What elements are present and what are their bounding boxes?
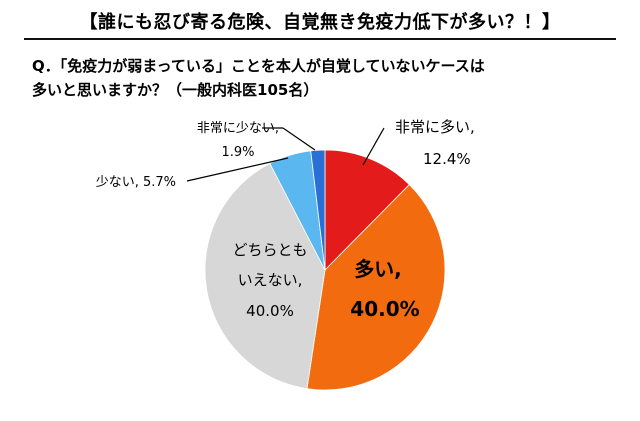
label-many: 多い, [354,257,402,281]
slice-very-few [310,149,326,271]
chart-title: 【誰にも忍び寄る危険、自覚無き免疫力低下が多い？！】 [79,12,561,33]
slice-neither [204,162,326,390]
slice-many [306,184,446,391]
question-line-2: 多いと思いますか？（一般内科医105名） [32,81,319,99]
label-very-few: 非常に少ない, [197,121,279,136]
value-very-many: 12.4% [423,150,471,168]
value-very-few: 1.9% [221,145,254,160]
leader-line-few [186,157,289,182]
label-neither-line1: どちらとも [232,241,307,259]
slice-very-many [324,149,410,271]
label-neither-line2: いえない, [238,271,303,289]
value-neither: 40.0% [246,302,294,320]
survey-question: Q．「免疫力が弱まっている」ことを本人が自覚していないケースは 多いと思いますか… [32,54,622,102]
leader-line-very-few [282,127,316,151]
title-underline [24,38,616,40]
value-many: 40.0% [350,297,419,321]
label-few: 少ない, 5.7% [96,175,176,190]
leader-line-very-many [362,127,385,166]
question-line-1: Q．「免疫力が弱まっている」ことを本人が自覚していないケースは [32,57,485,75]
label-very-many: 非常に多い, [395,118,475,136]
